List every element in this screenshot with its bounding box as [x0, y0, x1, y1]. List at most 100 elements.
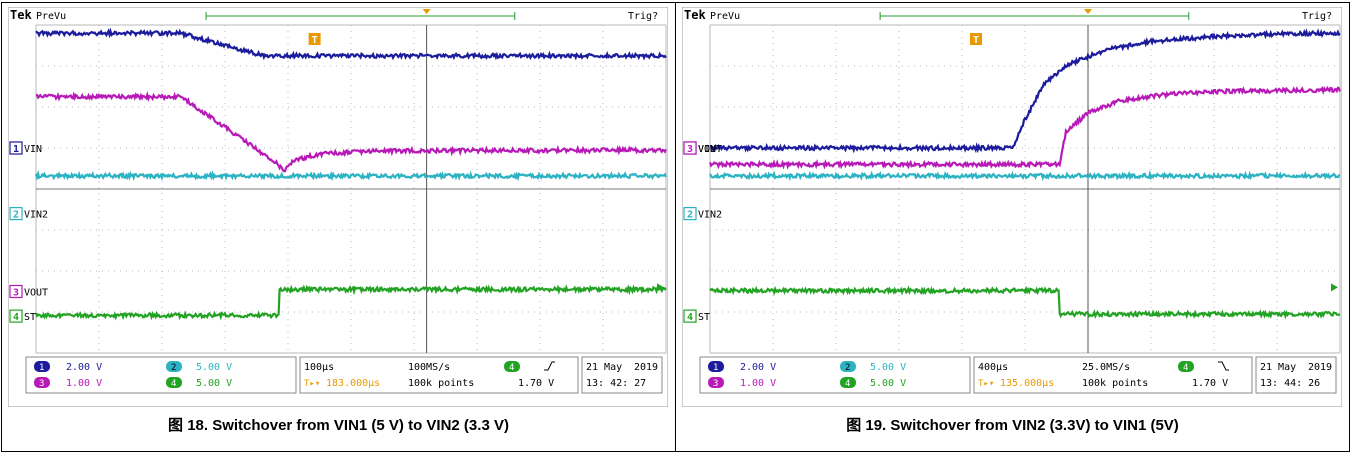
ch2-label: VIN2: [698, 210, 722, 221]
svg-text:4: 4: [845, 379, 850, 389]
trigger-level-arrow: [1331, 283, 1338, 292]
svg-text:2: 2: [171, 363, 176, 373]
ch4-marker: 4: [683, 309, 697, 323]
ch2-label: VIN2: [24, 210, 48, 221]
oscilloscope-screen: Tek PreVu Trig? T 1 VIN 3 VOUT 2 VIN2 4 ST 1 2.0…: [682, 7, 1342, 407]
record-position-bar: [205, 12, 516, 20]
trigger-position-tag: T▸▾: [304, 379, 320, 389]
clock-time: 13: 42: 27: [586, 378, 646, 389]
mode-label: PreVu: [36, 11, 66, 22]
trace-ch1-vin: [709, 28, 1341, 154]
svg-text:4: 4: [509, 363, 514, 373]
ch4-label: ST: [698, 312, 710, 323]
ch3-marker: 3: [9, 284, 23, 299]
trigger-status: Trig?: [628, 11, 658, 22]
ch3-label: VOUT: [698, 144, 722, 155]
trigger-channel-badge: 4: [1178, 361, 1194, 373]
ch1-label: VIN: [698, 144, 716, 155]
ch1-marker: 1: [9, 141, 23, 155]
ch3-scale: 1.00 V: [740, 378, 776, 389]
rising-edge-icon: [544, 361, 555, 371]
graticule: [709, 24, 1341, 354]
svg-text:2: 2: [845, 363, 850, 373]
svg-text:T: T: [973, 35, 979, 46]
svg-text:2: 2: [687, 210, 693, 221]
svg-text:1: 1: [13, 144, 19, 155]
svg-text:2: 2: [13, 210, 19, 221]
trace-ch2-vin2: [34, 169, 667, 182]
sample-rate: 100MS/s: [408, 362, 450, 373]
svg-text:3: 3: [13, 288, 19, 299]
ch2-marker: 2: [683, 207, 697, 221]
ch4-scale-badge: 4: [840, 377, 856, 389]
trigger-channel-badge: 4: [504, 361, 520, 373]
trace-ch3-vout: [35, 90, 667, 173]
falling-edge-icon: [1218, 361, 1229, 371]
mode-label: PreVu: [710, 11, 740, 22]
svg-text:1: 1: [39, 363, 44, 373]
svg-text:4: 4: [687, 312, 693, 323]
svg-text:3: 3: [39, 379, 44, 389]
trigger-level-arrow: [657, 283, 664, 292]
ch4-scale: 5.00 V: [870, 378, 906, 389]
trigger-level: 1.70 V: [1192, 378, 1228, 389]
trace-ch4-st: [709, 285, 1341, 320]
ch1-label: VIN: [24, 144, 42, 155]
trigger-position: 183.000μs: [326, 378, 380, 389]
trace-ch3-vout: [708, 85, 1342, 170]
ch3-label: VOUT: [24, 288, 48, 299]
ch3-scale-badge: 3: [34, 377, 50, 389]
ch2-scale: 5.00 V: [196, 362, 232, 373]
brand-label: Tek: [10, 8, 32, 22]
readout-bar: 1 2.00 V 2 5.00 V 3 1.00 V 4 5.00 V 400μ…: [699, 356, 1337, 394]
year: 2019: [1308, 362, 1332, 373]
ch1-scale-badge: 1: [708, 361, 724, 373]
record-length: 100k points: [408, 378, 474, 389]
trigger-marker-icon: T: [970, 33, 982, 46]
timebase: 100μs: [304, 362, 334, 373]
trigger-position: 135.000μs: [1000, 378, 1054, 389]
scope-panel-left: Tek PreVu Trig? T 1 VIN 3 VOUT 2 VIN2 4 ST 1 2.0…: [1, 2, 676, 452]
trigger-position-tag: T▸▾: [978, 379, 994, 389]
svg-text:3: 3: [713, 379, 718, 389]
ch2-scale-badge: 2: [166, 361, 182, 373]
svg-text:4: 4: [13, 312, 19, 323]
figure-caption: 图 19. Switchover from VIN2 (3.3V) to VIN…: [846, 417, 1179, 434]
date: 21 May: [586, 362, 622, 373]
svg-text:1: 1: [713, 363, 718, 373]
trigger-status: Trig?: [1302, 11, 1332, 22]
ch2-scale: 5.00 V: [870, 362, 906, 373]
trace-ch4-st: [35, 284, 667, 321]
svg-text:T: T: [312, 35, 318, 46]
timebase: 400μs: [978, 362, 1008, 373]
trigger-time-marker: [1084, 9, 1092, 14]
trigger-level: 1.70 V: [518, 378, 554, 389]
svg-text:3: 3: [687, 144, 693, 155]
readout-bar: 1 2.00 V 2 5.00 V 3 1.00 V 4 5.00 V 100μ…: [25, 356, 663, 394]
ch3-marker: 3: [683, 141, 697, 155]
ch1-scale-badge: 1: [34, 361, 50, 373]
waveform-area: T 1 VIN 3 VOUT 2 VIN2 4 ST: [9, 9, 667, 354]
trace-ch2-vin2: [709, 169, 1341, 182]
graticule: [35, 24, 667, 354]
ch2-scale-badge: 2: [840, 361, 856, 373]
ch1-scale: 2.00 V: [66, 362, 102, 373]
trigger-marker-icon: T: [308, 33, 321, 46]
ch4-scale-badge: 4: [166, 377, 182, 389]
ch4-label: ST: [24, 312, 36, 323]
ch3-scale-badge: 3: [708, 377, 724, 389]
sample-rate: 25.0MS/s: [1082, 362, 1130, 373]
clock-time: 13: 44: 26: [1260, 378, 1320, 389]
svg-text:4: 4: [1183, 363, 1188, 373]
oscilloscope-screen: Tek PreVu Trig? T 1 VIN 3 VOUT 2 VIN2 4 ST 1 2.0…: [8, 7, 668, 407]
ch4-marker: 4: [9, 309, 23, 323]
scope-panel-right: Tek PreVu Trig? T 1 VIN 3 VOUT 2 VIN2 4 ST 1 2.0…: [676, 2, 1350, 452]
year: 2019: [634, 362, 658, 373]
brand-label: Tek: [684, 8, 706, 22]
svg-text:4: 4: [171, 379, 176, 389]
trace-ch1-vin: [35, 27, 667, 61]
date: 21 May: [1260, 362, 1296, 373]
ch4-scale: 5.00 V: [196, 378, 232, 389]
record-length: 100k points: [1082, 378, 1148, 389]
